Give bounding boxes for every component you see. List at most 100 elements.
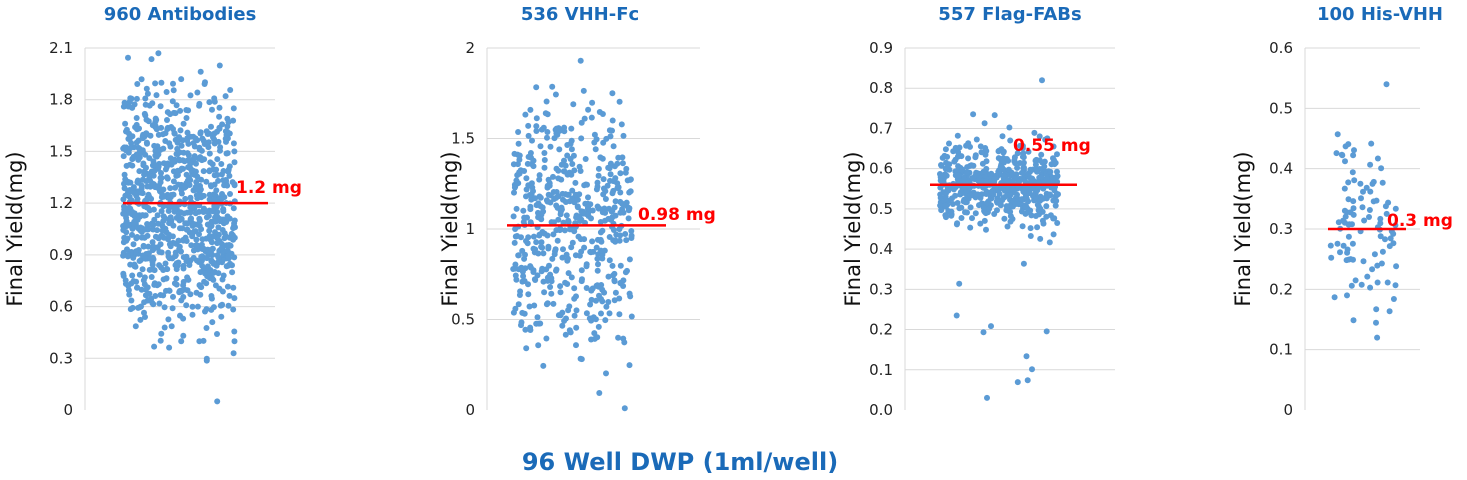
- data-point: [1034, 168, 1040, 175]
- data-point: [196, 217, 203, 224]
- data-point: [604, 182, 611, 189]
- data-point: [138, 303, 144, 310]
- data-point: [1390, 240, 1397, 247]
- data-point: [528, 180, 535, 187]
- data-point: [538, 239, 545, 246]
- data-point: [167, 243, 174, 250]
- data-point: [144, 221, 151, 227]
- data-point: [1006, 208, 1013, 215]
- data-point: [1052, 202, 1059, 209]
- data-point: [511, 189, 517, 196]
- data-point: [192, 168, 199, 175]
- data-point: [1350, 256, 1356, 263]
- data-point: [561, 227, 568, 234]
- data-point: [560, 219, 567, 226]
- data-point: [580, 208, 587, 215]
- data-point: [559, 322, 566, 329]
- data-point: [1392, 222, 1399, 229]
- data-point: [206, 196, 213, 203]
- data-point: [1032, 161, 1039, 168]
- data-point: [187, 194, 194, 201]
- data-point: [572, 179, 579, 186]
- data-point: [131, 261, 138, 268]
- data-point: [540, 250, 547, 257]
- data-point: [1393, 263, 1400, 270]
- data-point: [628, 228, 635, 234]
- x-axis-label: 96 Well DWP (1ml/well): [522, 448, 838, 476]
- data-point: [1390, 230, 1397, 237]
- data-point: [544, 198, 551, 205]
- data-point: [229, 269, 236, 276]
- data-point: [1001, 215, 1008, 222]
- data-point: [937, 172, 944, 179]
- data-point: [938, 206, 945, 213]
- data-point: [1039, 159, 1046, 166]
- data-point: [980, 168, 987, 175]
- data-point: [937, 184, 944, 191]
- data-point: [162, 130, 169, 137]
- data-point: [221, 235, 228, 242]
- data-point: [609, 190, 616, 197]
- data-point: [178, 142, 185, 149]
- data-point: [1383, 210, 1390, 217]
- data-point: [1370, 178, 1377, 185]
- data-point: [206, 227, 213, 234]
- data-point: [180, 262, 187, 269]
- data-point: [194, 89, 201, 96]
- data-point: [538, 243, 545, 250]
- y-tick-label: 0.6: [49, 298, 73, 316]
- data-point: [199, 236, 206, 243]
- data-point: [125, 178, 131, 185]
- data-point: [547, 284, 554, 290]
- data-point: [533, 115, 540, 122]
- data-point: [591, 330, 598, 337]
- data-point: [557, 289, 564, 296]
- data-point: [180, 332, 187, 339]
- data-point: [120, 252, 127, 259]
- y-tick-label: 0.6: [869, 160, 893, 178]
- data-point: [188, 215, 195, 222]
- data-point: [544, 300, 551, 307]
- data-point: [531, 302, 538, 309]
- data-point: [944, 164, 951, 171]
- data-point: [202, 270, 208, 277]
- data-point: [1374, 279, 1381, 286]
- data-point: [226, 215, 233, 222]
- data-point: [1328, 254, 1335, 261]
- data-point: [1025, 148, 1032, 155]
- data-point: [217, 147, 223, 154]
- data-point: [1392, 282, 1399, 289]
- data-point: [982, 210, 989, 217]
- data-point: [607, 171, 614, 178]
- data-point: [211, 140, 218, 147]
- data-point: [1043, 213, 1050, 220]
- data-point: [209, 275, 216, 282]
- data-point: [516, 292, 523, 298]
- data-point: [547, 143, 554, 150]
- data-point: [593, 186, 600, 193]
- y-tick-label: 0.4: [1269, 160, 1293, 178]
- data-point: [1335, 219, 1342, 226]
- data-point: [1378, 260, 1385, 267]
- data-point: [549, 255, 556, 262]
- data-point: [953, 312, 960, 319]
- data-point: [218, 245, 225, 252]
- data-point: [1334, 240, 1341, 247]
- data-point: [571, 295, 578, 302]
- data-point: [606, 310, 613, 317]
- data-point: [208, 183, 215, 190]
- data-point: [544, 232, 551, 239]
- data-point: [170, 222, 177, 229]
- data-point: [620, 335, 627, 342]
- data-point: [967, 204, 974, 211]
- data-point: [581, 115, 588, 122]
- chart-panel-3: 0.0 0.1 0.2 0.3 0.4 0.5 0.6 0.7 0.8 0.9 Final Yiel…: [841, 4, 1115, 419]
- data-point: [545, 245, 552, 252]
- data-point: [510, 266, 517, 272]
- data-point: [167, 194, 174, 201]
- data-point: [1373, 319, 1379, 326]
- data-point: [609, 90, 616, 97]
- data-point: [1033, 157, 1040, 164]
- data-point: [973, 136, 980, 143]
